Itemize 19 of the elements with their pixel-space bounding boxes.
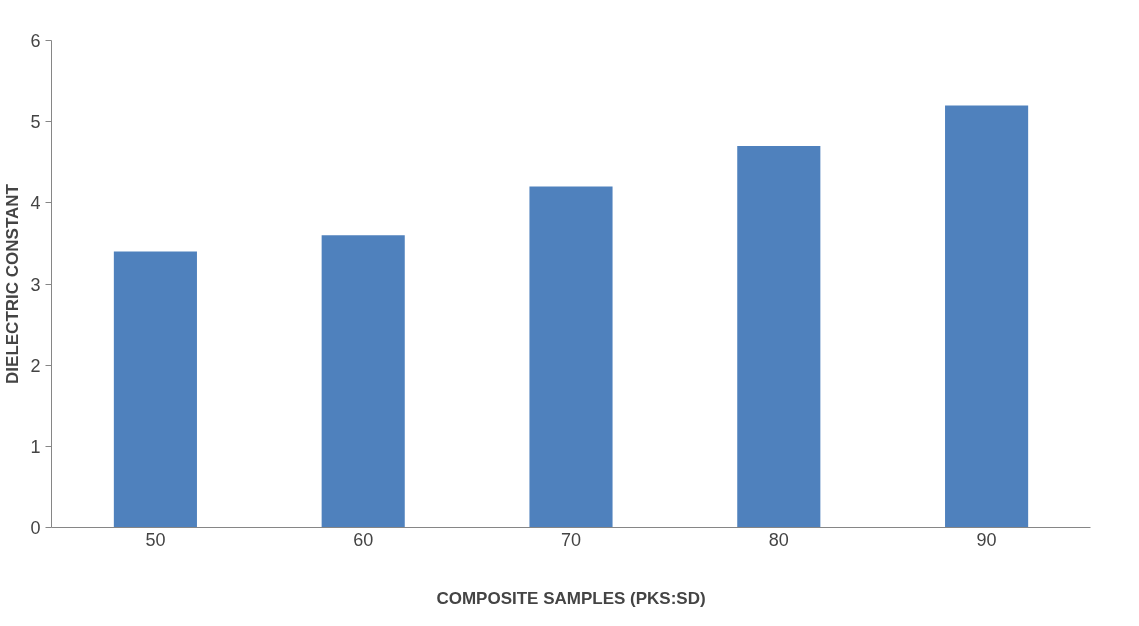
y-tick-label: 0: [30, 518, 41, 538]
x-axis-title: COMPOSITE SAMPLES (PKS:SD): [436, 588, 706, 608]
y-tick-label: 2: [30, 355, 41, 376]
bar: [321, 235, 405, 528]
y-tick-label: 4: [30, 193, 41, 214]
x-tick-label: 90: [976, 529, 997, 550]
x-tick-label: 70: [560, 529, 582, 550]
y-tick-label: 3: [30, 274, 41, 295]
y-tick-label: 1: [30, 436, 41, 457]
bar: [529, 186, 613, 528]
bar: [113, 251, 197, 528]
bar: [737, 146, 821, 528]
y-tick-label: 6: [30, 31, 41, 51]
x-tick-label: 50: [145, 529, 166, 550]
bar: [945, 105, 1029, 528]
y-axis-title: DIELECTRIC CONSTANT: [3, 183, 23, 384]
x-tick-label: 60: [353, 529, 374, 550]
x-tick-label: 80: [768, 529, 789, 550]
y-tick-label: 5: [30, 112, 41, 133]
